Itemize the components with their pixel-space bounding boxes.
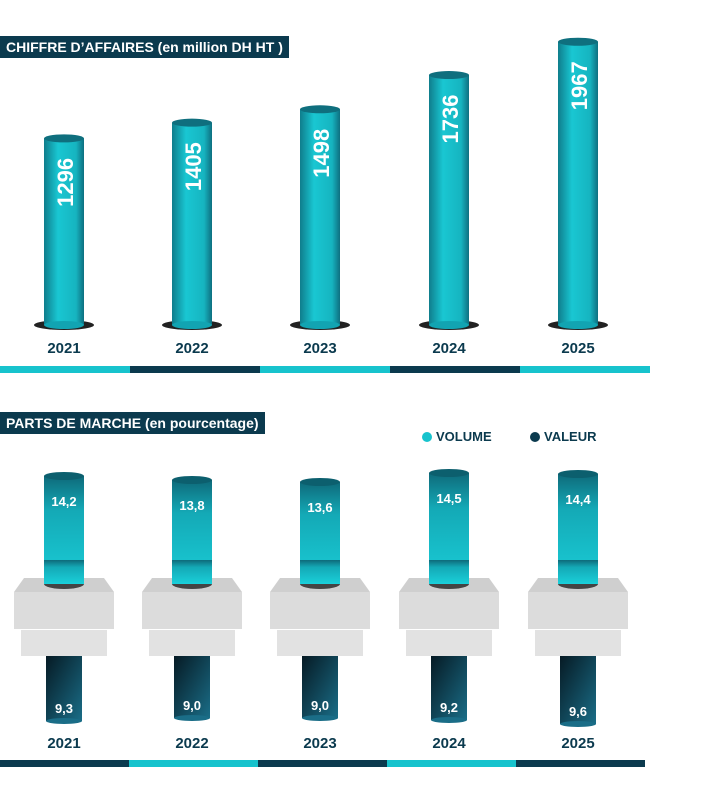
collar-front [270,592,370,629]
collar-front [14,592,114,629]
collar-lower [406,630,492,656]
volume-bar-top [300,478,340,486]
bar-2022 [172,122,212,326]
bar-base [44,321,84,329]
volume-value-label: 13,8 [179,498,204,513]
volume-value-label: 14,2 [51,494,76,509]
bar-2025 [558,41,598,325]
valeur-bar-2023 [302,656,338,718]
x-tick-label: 2022 [175,340,208,357]
divider-segment [387,760,516,767]
valeur-bar-bottom [46,718,82,724]
volume-bar-top [558,470,598,478]
legend-label-volume: VOLUME [436,429,492,444]
volume-bar-lower [44,560,84,584]
valeur-value-label: 9,6 [569,704,587,719]
legend-dot-valeur [530,431,540,442]
bar-top [300,105,340,114]
x-tick-label: 2023 [303,340,336,357]
volume-bar-lower [429,560,469,584]
bar-top [172,118,212,127]
volume-bar-lower [300,560,340,584]
x-tick-label: 2025 [561,735,594,752]
collar-lower [277,630,363,656]
chart-title-market-share: PARTS DE MARCHE (en pourcentage) [0,412,265,434]
bar-base [558,321,598,329]
valeur-value-label: 9,0 [311,698,329,713]
bar-value-label: 1498 [309,129,334,178]
bar-value-label: 1405 [181,142,206,191]
volume-bar-lower [558,560,598,584]
valeur-bar-2025 [560,656,596,724]
valeur-value-label: 9,0 [183,698,201,713]
x-tick-label: 2024 [432,735,466,752]
valeur-bar-2021 [46,656,82,721]
bar-value-label: 1736 [438,95,463,144]
collar-front [142,592,242,629]
bar-2023 [300,109,340,326]
divider-segment [129,760,258,767]
volume-value-label: 14,4 [565,492,591,507]
bar-base [300,321,340,329]
bar-2021 [44,138,84,325]
legend-dot-volume [422,431,432,442]
divider-segment [0,366,130,373]
valeur-bar-bottom [560,721,596,727]
volume-bar-lower [172,560,212,584]
divider-segment [0,760,129,767]
volume-bar-top [429,469,469,477]
valeur-value-label: 9,2 [440,700,458,715]
bar-top [429,71,469,80]
volume-bar-top [172,476,212,484]
legend-valeur: VALEUR [530,429,596,444]
divider-segment [516,760,645,767]
bar-top [558,37,598,46]
collar-lower [21,630,107,656]
chart-title-revenue: CHIFFRE D’AFFAIRES (en million DH HT ) [0,36,289,58]
legend-volume: VOLUME [422,429,492,444]
divider-segment [258,760,387,767]
bar-base [429,321,469,329]
bar-base [172,321,212,329]
valeur-bar-2024 [431,656,467,720]
x-tick-label: 2022 [175,735,208,752]
valeur-bar-bottom [174,715,210,721]
x-tick-label: 2024 [432,340,466,357]
valeur-bar-2022 [174,656,210,718]
valeur-bar-bottom [302,715,338,721]
bar-value-label: 1296 [53,158,78,207]
collar-lower [149,630,235,656]
divider-segment [260,366,390,373]
volume-bar-top [44,472,84,480]
divider-segment [520,366,650,373]
volume-value-label: 14,5 [436,491,461,506]
valeur-bar-bottom [431,717,467,723]
valeur-value-label: 9,3 [55,701,73,716]
collar-front [399,592,499,629]
x-tick-label: 2025 [561,340,594,357]
divider-segment [130,366,260,373]
x-tick-label: 2023 [303,735,336,752]
volume-value-label: 13,6 [307,500,332,515]
divider-segment [390,366,520,373]
bar-top [44,134,84,143]
bar-2024 [429,75,469,326]
collar-lower [535,630,621,656]
bar-value-label: 1967 [567,61,592,110]
x-tick-label: 2021 [47,735,80,752]
legend-label-valeur: VALEUR [544,429,597,444]
collar-front [528,592,628,629]
x-tick-label: 2021 [47,340,80,357]
